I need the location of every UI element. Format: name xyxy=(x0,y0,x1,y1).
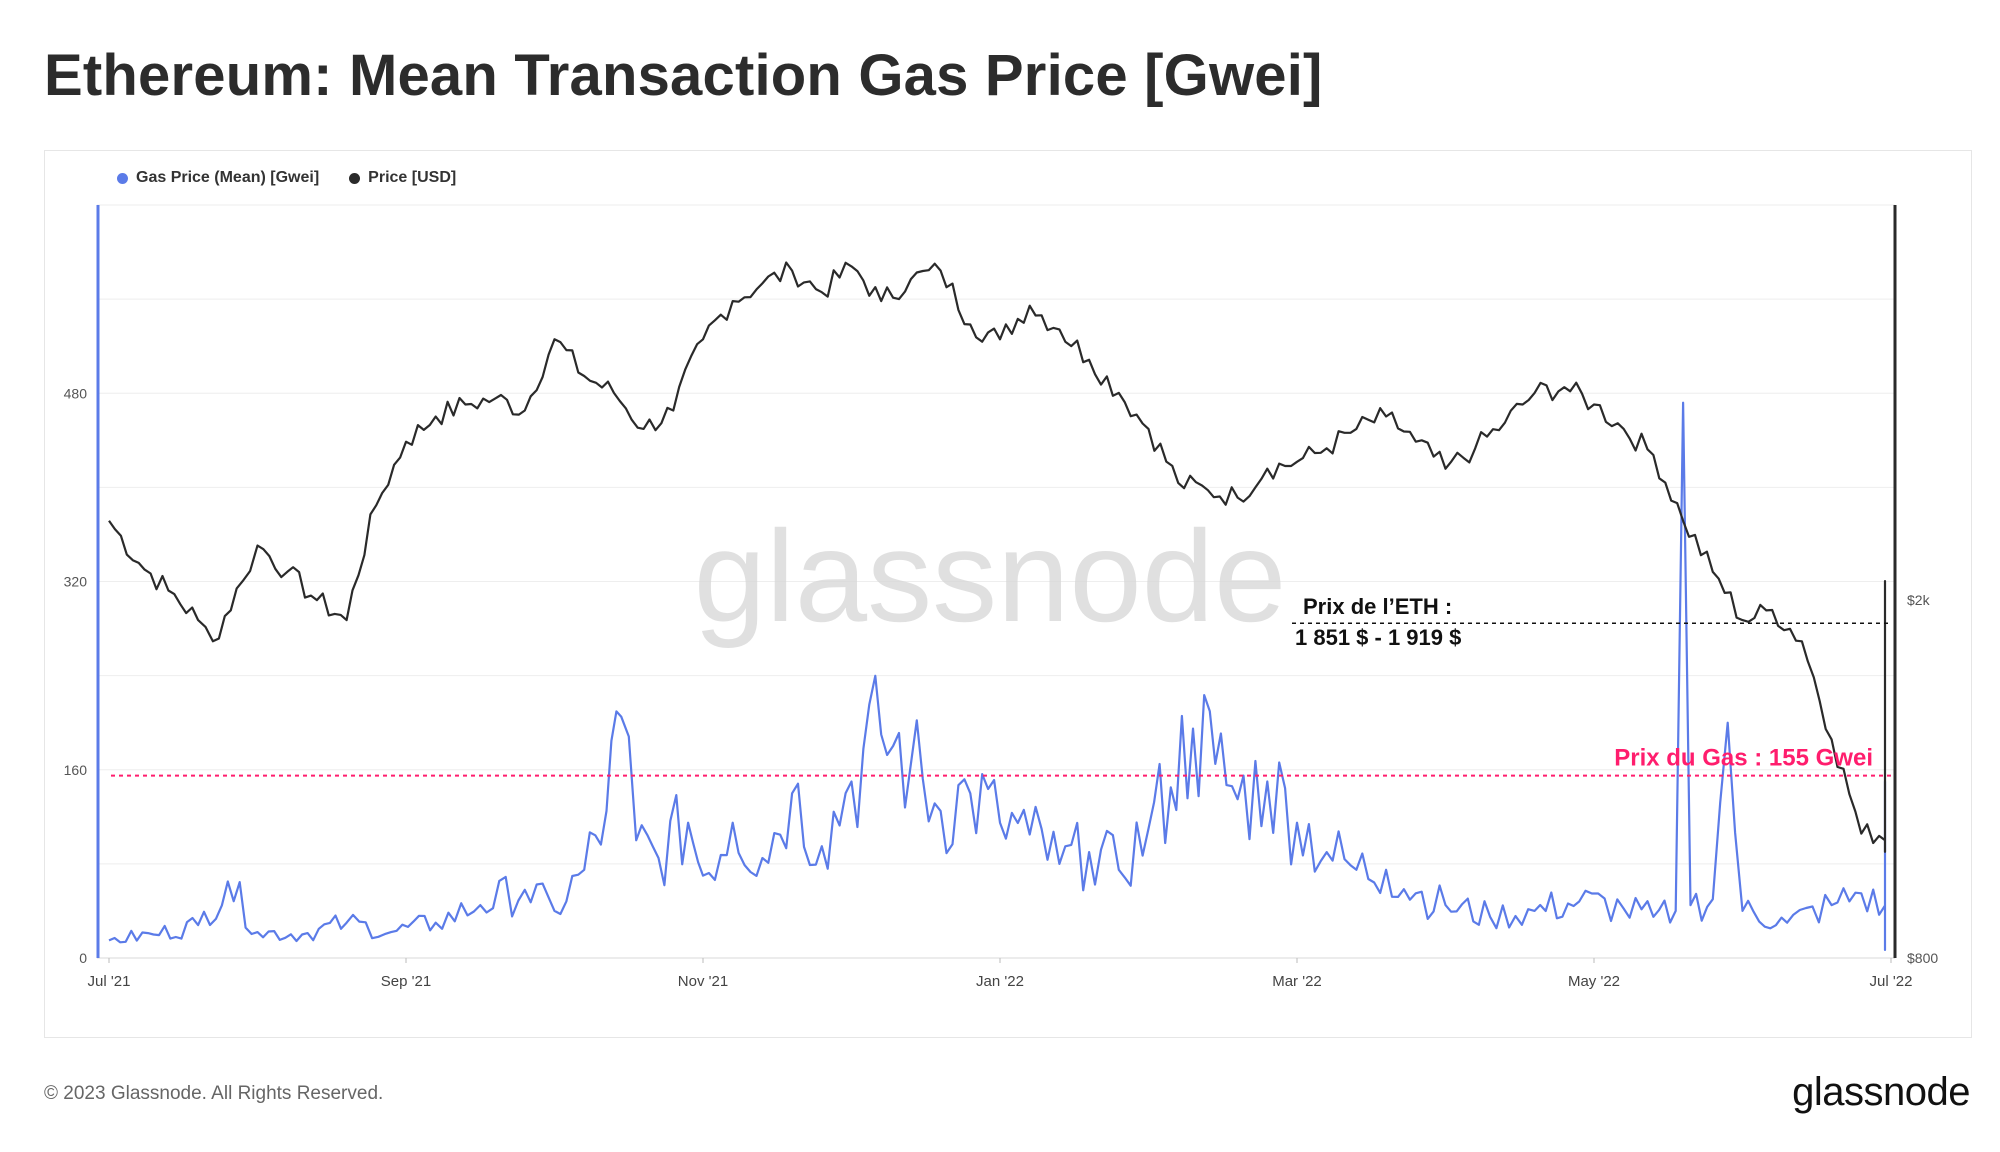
gas-price-series-line xyxy=(108,401,1887,951)
x-tick-label: Jan '22 xyxy=(976,973,1024,990)
x-tick-label: Nov '21 xyxy=(678,973,728,990)
eth-price-annotation-range: 1 851 $ - 1 919 $ xyxy=(1295,625,1461,650)
watermark-text: glassnode xyxy=(694,503,1287,649)
x-tick-label: Jul '21 xyxy=(88,973,131,990)
page-title: Ethereum: Mean Transaction Gas Price [Gw… xyxy=(44,43,1323,108)
price-legend-dot-icon xyxy=(349,172,361,184)
x-tick-label: Jul '22 xyxy=(1870,973,1913,990)
y2-tick-label: $800 xyxy=(1907,950,1938,966)
chart-plot[interactable]: glassnode 0 160 320 480 $800 $2k Jul '21 Sep '21… xyxy=(45,151,1971,1037)
copyright-text: © 2023 Glassnode. All Rights Reserved. xyxy=(44,1083,384,1104)
x-tick-label: May '22 xyxy=(1568,973,1620,990)
gas-price-annotation-label: Prix du Gas : 155 Gwei xyxy=(1614,745,1873,772)
y-tick-label: 480 xyxy=(64,385,88,401)
y2-tick-label: $2k xyxy=(1907,592,1931,608)
chart-panel: Gas Price (Mean) [Gwei] Price [USD] glas… xyxy=(44,150,1972,1038)
x-tick-label: Sep '21 xyxy=(381,973,431,990)
legend-label-gas-price: Gas Price (Mean) [Gwei] xyxy=(136,169,320,186)
y-tick-label: 0 xyxy=(79,950,87,966)
eth-price-annotation-title: Prix de l’ETH : xyxy=(1303,594,1452,619)
y-tick-label: 160 xyxy=(64,762,88,778)
chart-legend: Gas Price (Mean) [Gwei] Price [USD] xyxy=(117,169,456,187)
y-tick-label: 320 xyxy=(64,574,88,590)
gas-price-legend-dot-icon xyxy=(117,172,128,184)
legend-item-price-usd[interactable]: Price [USD] xyxy=(349,169,456,187)
legend-label-price-usd: Price [USD] xyxy=(368,169,457,186)
price-usd-series-line xyxy=(108,261,1887,853)
x-tick-label: Mar '22 xyxy=(1272,973,1322,990)
glassnode-logo[interactable]: glassnode xyxy=(1792,1070,1970,1114)
legend-item-gas-price[interactable]: Gas Price (Mean) [Gwei] xyxy=(117,169,319,187)
